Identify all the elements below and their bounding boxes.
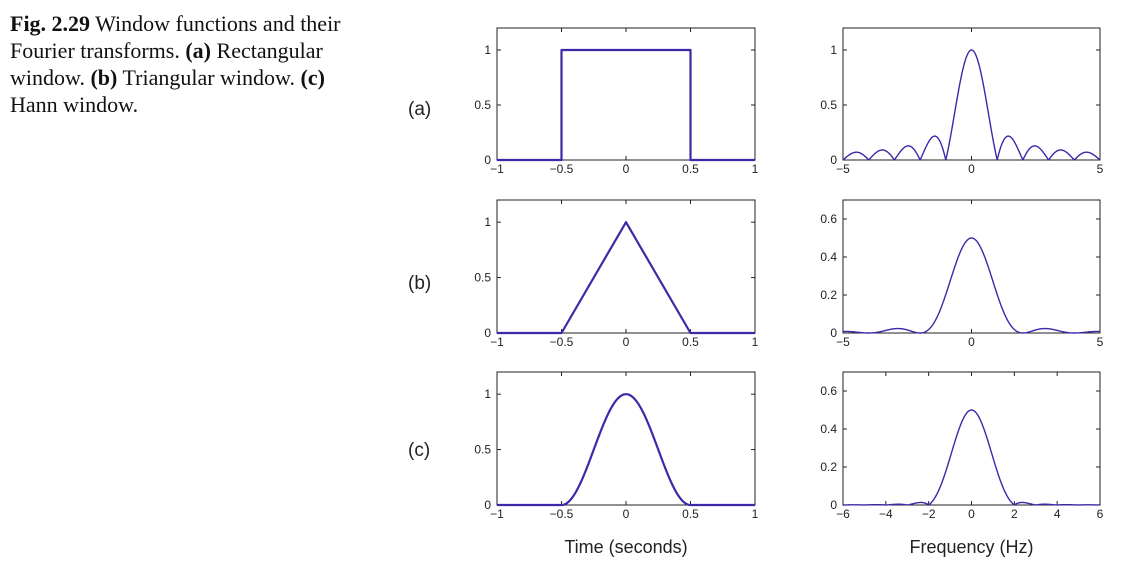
y-tick-label: 0 <box>830 153 837 167</box>
y-tick-label: 0.4 <box>820 250 837 264</box>
y-tick-label: 0.6 <box>820 384 837 398</box>
figure-caption: Fig. 2.29 Window functions and their Fou… <box>10 10 350 118</box>
panel-b-freq: −5 0 500.20.40.6 <box>820 199 1104 349</box>
y-tick-label: 0 <box>830 326 837 340</box>
x-tick-label: 0.5 <box>682 335 699 349</box>
caption-label-a: (a) <box>185 38 212 63</box>
x-tick-label: −0.5 <box>550 507 574 521</box>
y-tick-label: 0.5 <box>474 271 491 285</box>
row-label-b: (b) <box>408 273 432 294</box>
y-tick-label: 0.5 <box>474 98 491 112</box>
y-tick-label: 1 <box>484 387 491 401</box>
series-line <box>497 48 755 162</box>
x-tick-label: −4 <box>879 507 893 521</box>
y-tick-label: 0.2 <box>820 288 837 302</box>
x-tick-label: 0 <box>968 162 975 176</box>
y-tick-label: 0.4 <box>820 422 837 436</box>
x-tick-label: 0 <box>968 335 975 349</box>
y-tick-label: 0.6 <box>820 212 837 226</box>
plot-frame <box>842 199 1101 334</box>
series-line <box>842 409 1101 506</box>
caption-text: Window functions and their Fourier trans… <box>10 11 341 63</box>
x-tick-label: −1 <box>490 335 504 349</box>
x-tick-label: 4 <box>1054 507 1061 521</box>
x-tick-label: 5 <box>1097 335 1104 349</box>
x-tick-label: 0 <box>968 507 975 521</box>
x-tick-label: 1 <box>752 335 759 349</box>
figure-label: Fig. 2.29 <box>10 11 91 36</box>
y-tick-label: 0 <box>484 326 491 340</box>
x-tick-label: 0.5 <box>682 162 699 176</box>
x-tick-label: 0 <box>623 162 630 176</box>
x-axis-label: Time (seconds) <box>564 537 687 557</box>
plot-frame <box>842 27 1101 161</box>
plot-frame <box>496 27 756 161</box>
plot-frame <box>842 371 1101 506</box>
caption-label-b: (b) <box>90 65 118 90</box>
caption-text-a: Rectangular window. <box>10 38 323 90</box>
x-axis-label: Frequency (Hz) <box>909 537 1033 557</box>
y-tick-label: 0.2 <box>820 460 837 474</box>
x-tick-label: −1 <box>490 507 504 521</box>
x-tick-label: −0.5 <box>550 335 574 349</box>
panel-c-freq: −6 −4 −2 0 2 4 6 0 0.2 0.4 0.6 Frequency (Hz) <box>820 371 1104 557</box>
caption-label-c: (c) <box>300 65 325 90</box>
row-label-c: (c) <box>408 440 431 461</box>
y-tick-label: 1 <box>484 43 491 57</box>
panel-c-time: −1 −0.5 0 0.5 1 0 0.5 1 Time (seconds) <box>474 371 759 557</box>
y-tick-label: 0 <box>484 498 491 512</box>
y-tick-label: 1 <box>484 215 491 229</box>
x-tick-label: 0 <box>623 507 630 521</box>
series-line <box>842 237 1101 334</box>
caption-text-b: Triangular window. <box>122 65 295 90</box>
plot-frame <box>496 371 756 506</box>
panel-b-time: −1 −0.5 0 0.5 1 0 0.5 1 <box>474 199 759 349</box>
series-line <box>497 221 755 335</box>
x-tick-label: −6 <box>836 507 850 521</box>
x-tick-label: −5 <box>836 335 850 349</box>
plot-frame <box>496 199 756 334</box>
x-tick-label: −0.5 <box>550 162 574 176</box>
x-tick-label: −2 <box>922 507 936 521</box>
x-tick-label: 5 <box>1097 162 1104 176</box>
x-tick-label: 0 <box>623 335 630 349</box>
caption-text-c: Hann window. <box>10 92 139 117</box>
x-tick-label: 0.5 <box>682 507 699 521</box>
y-tick-label: 0.5 <box>474 443 491 457</box>
y-tick-label: 0.5 <box>820 98 837 112</box>
x-tick-label: −5 <box>836 162 850 176</box>
panel-a-time: −1 −0.5 0 0.5 1 0 0.5 1 <box>474 27 759 176</box>
y-tick-label: 1 <box>830 43 837 57</box>
x-tick-label: 6 <box>1097 507 1104 521</box>
panel-a-freq: −5 0 500.51 <box>820 27 1104 176</box>
series-line <box>842 49 1101 161</box>
row-label-a: (a) <box>408 99 432 120</box>
x-tick-label: 1 <box>752 162 759 176</box>
y-tick-label: 0 <box>484 153 491 167</box>
x-tick-label: 1 <box>752 507 759 521</box>
x-tick-label: −1 <box>490 162 504 176</box>
y-tick-label: 0 <box>830 498 837 512</box>
series-line <box>496 393 756 507</box>
x-tick-label: 2 <box>1011 507 1018 521</box>
